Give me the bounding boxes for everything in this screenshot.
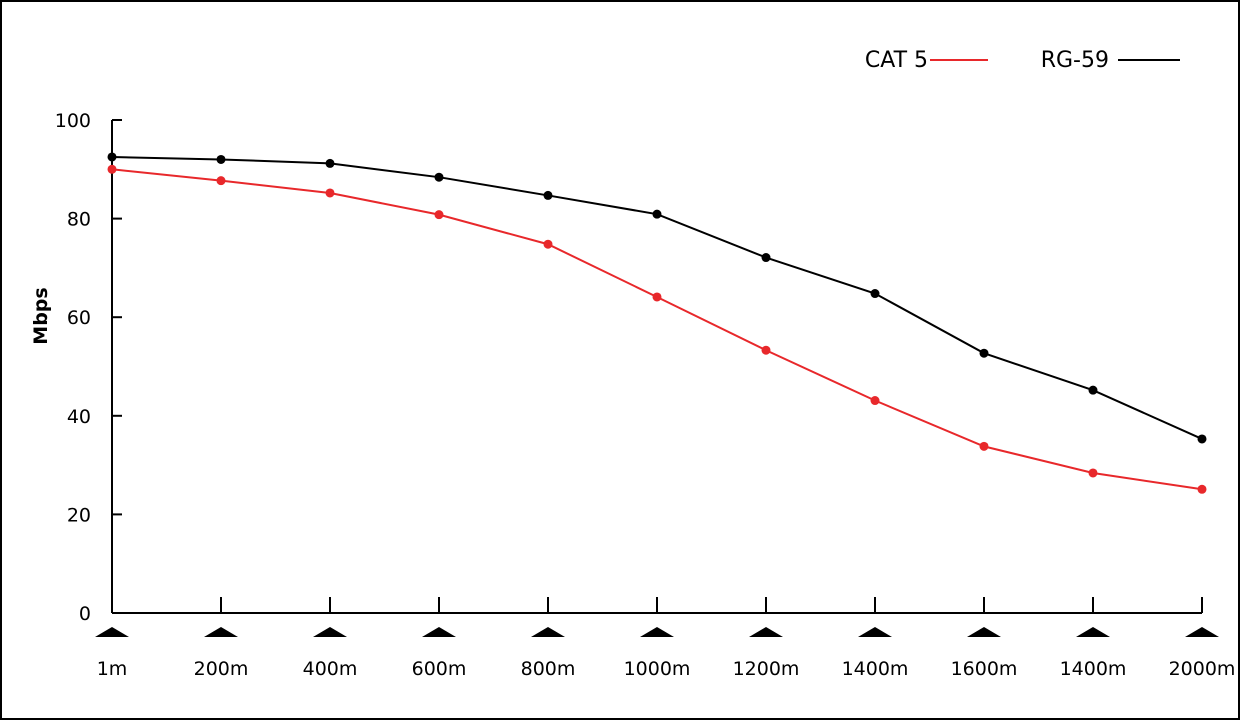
x-tick-label: 2000m bbox=[1169, 658, 1236, 680]
data-point-rg-59 bbox=[434, 172, 444, 182]
data-point-cat-5 bbox=[1197, 484, 1207, 494]
x-tick-arrow bbox=[313, 627, 347, 637]
data-point-cat-5 bbox=[325, 188, 335, 198]
y-tick-label: 20 bbox=[67, 504, 91, 526]
x-tick-label: 1200m bbox=[733, 658, 800, 680]
x-tick-arrow bbox=[640, 627, 674, 637]
x-tick-arrow bbox=[422, 627, 456, 637]
y-tick-label: 100 bbox=[55, 110, 91, 132]
data-point-cat-5 bbox=[870, 396, 880, 406]
y-axis: 0 20 40 60 80 100 bbox=[55, 110, 122, 625]
x-tick-label: 1400m bbox=[1060, 658, 1127, 680]
data-point-rg-59 bbox=[979, 348, 989, 358]
x-tick-label: 1600m bbox=[951, 658, 1018, 680]
x-tick-label: 400m bbox=[303, 658, 358, 680]
x-tick-label: 600m bbox=[412, 658, 467, 680]
data-point-rg-59 bbox=[761, 253, 771, 263]
data-point-rg-59 bbox=[107, 152, 117, 162]
data-point-rg-59 bbox=[543, 190, 553, 200]
y-tick-label: 0 bbox=[79, 603, 91, 625]
legend: CAT 5 RG-59 bbox=[865, 48, 1180, 73]
y-axis-title: Mbps bbox=[30, 287, 52, 344]
data-point-cat-5 bbox=[434, 210, 444, 220]
data-point-rg-59 bbox=[652, 209, 662, 219]
y-tick-label: 80 bbox=[67, 209, 91, 231]
x-tick-arrow bbox=[531, 627, 565, 637]
series-rg-59 bbox=[107, 152, 1207, 444]
x-tick-label: 800m bbox=[521, 658, 576, 680]
x-tick-arrow bbox=[858, 627, 892, 637]
data-point-rg-59 bbox=[1088, 385, 1098, 395]
data-point-cat-5 bbox=[543, 239, 553, 249]
x-tick-arrow bbox=[95, 627, 129, 637]
data-point-rg-59 bbox=[325, 158, 335, 168]
data-point-cat-5 bbox=[979, 441, 989, 451]
legend-label-cat-5: CAT 5 bbox=[865, 48, 928, 73]
data-point-rg-59 bbox=[216, 154, 226, 164]
x-tick-arrow bbox=[204, 627, 238, 637]
y-tick-label: 40 bbox=[67, 406, 91, 428]
x-tick-arrow bbox=[1185, 627, 1219, 637]
y-tick-label: 60 bbox=[67, 307, 91, 329]
data-point-rg-59 bbox=[1197, 434, 1207, 444]
data-point-cat-5 bbox=[652, 292, 662, 302]
x-tick-arrow bbox=[1076, 627, 1110, 637]
x-tick-label: 1400m bbox=[842, 658, 909, 680]
series-layer bbox=[107, 152, 1207, 494]
legend-label-rg-59: RG-59 bbox=[1041, 48, 1109, 73]
data-point-cat-5 bbox=[1088, 468, 1098, 478]
data-point-cat-5 bbox=[107, 164, 117, 174]
x-tick-label: 200m bbox=[194, 658, 249, 680]
data-point-cat-5 bbox=[216, 176, 226, 186]
x-axis: 1m 200m 400m 600m 800m 1000m 1200m 1400m 1600m 14… bbox=[95, 597, 1235, 680]
x-tick-arrow bbox=[749, 627, 783, 637]
x-tick-label: 1m bbox=[97, 658, 128, 680]
x-tick-arrow bbox=[967, 627, 1001, 637]
data-point-cat-5 bbox=[761, 345, 771, 355]
series-cat-5 bbox=[107, 164, 1207, 494]
data-point-rg-59 bbox=[870, 289, 880, 299]
x-tick-label: 1000m bbox=[624, 658, 691, 680]
